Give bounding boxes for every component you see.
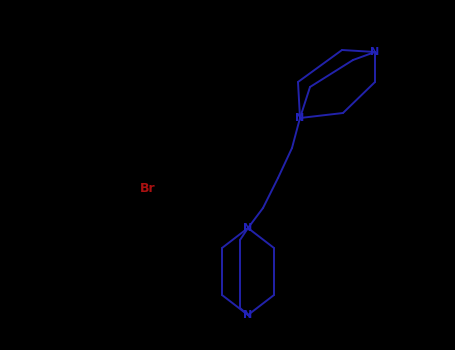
Text: N: N [295,113,305,123]
Text: N: N [370,47,379,57]
Text: Br: Br [140,182,156,195]
Text: N: N [243,223,253,233]
Text: N: N [243,310,253,320]
